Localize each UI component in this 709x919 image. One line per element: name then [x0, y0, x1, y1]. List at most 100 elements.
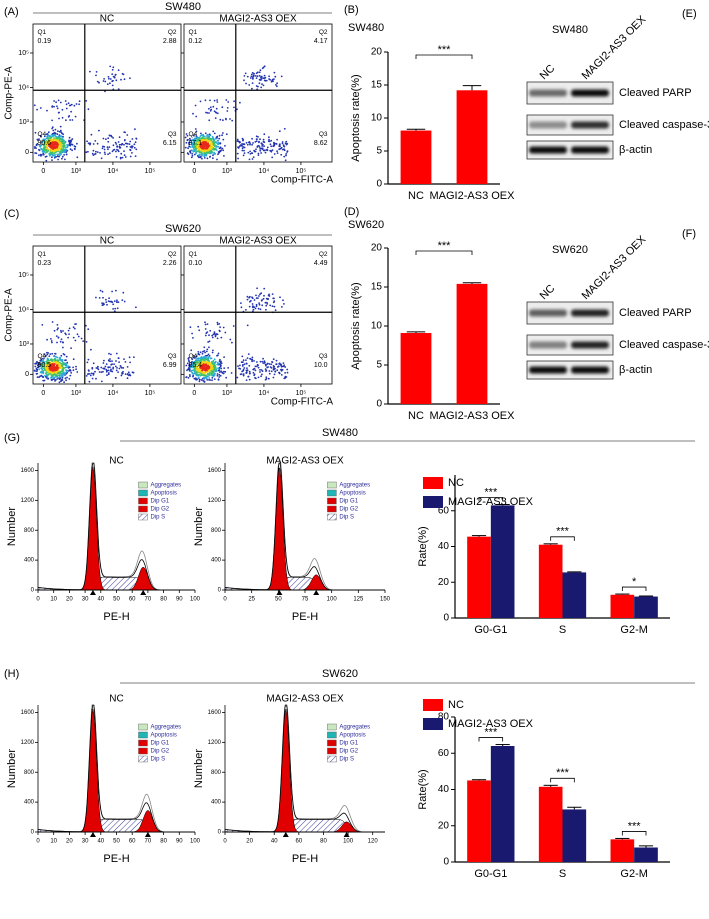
x-axis-label: Comp-FITC-A: [271, 175, 334, 186]
cell-dot: [67, 336, 69, 339]
cell-dot: [285, 154, 287, 157]
cell-dot: [279, 363, 282, 366]
cell-dot: [258, 78, 261, 81]
cell-dot: [46, 376, 49, 379]
cell-dot: [260, 292, 263, 295]
x-tick-label: 40: [97, 839, 104, 845]
cell-dot: [101, 304, 104, 307]
cell-dot: [123, 154, 126, 157]
y-axis-label: Number: [193, 507, 205, 546]
cell-dot: [263, 287, 266, 290]
cell-dot: [129, 361, 132, 364]
cell-dot: [209, 329, 212, 332]
cell-dot: [206, 137, 208, 140]
cell-dot: [236, 108, 238, 111]
cell-dot: [131, 152, 133, 154]
x-tick-label: 50: [113, 597, 120, 603]
cell-dot: [126, 142, 129, 145]
cell-dot: [73, 327, 76, 330]
cell-dot: [254, 75, 257, 77]
cell-dot: [260, 152, 262, 154]
bar: [400, 333, 432, 404]
cell-dot: [199, 135, 202, 138]
cell-dot: [78, 103, 80, 106]
cell-dot: [278, 130, 281, 133]
cell-dot: [56, 148, 59, 150]
cell-dot: [263, 133, 266, 136]
cell-dot: [264, 378, 267, 381]
y-tick-label: 10³: [19, 341, 30, 348]
cell-dot: [215, 107, 218, 110]
cell-dot: [255, 135, 258, 138]
cell-dot: [90, 133, 93, 136]
cell-dot: [262, 362, 265, 364]
cell-dot: [197, 325, 200, 328]
cell-dot: [249, 143, 251, 146]
cell-dot: [76, 156, 79, 159]
blot-band: [529, 341, 567, 349]
cell-dot: [127, 371, 130, 374]
cell-dot: [129, 148, 132, 151]
quadrant-name: Q2: [319, 29, 328, 36]
cell-dot: [251, 306, 254, 309]
cell-dot: [131, 371, 134, 374]
cell-dot: [226, 107, 229, 109]
quadrant-name: Q1: [188, 251, 197, 258]
cell-dot: [213, 99, 216, 102]
cell-dot: [55, 335, 58, 337]
cell-dot: [78, 100, 81, 103]
cell-dot: [64, 359, 66, 362]
cell-dot: [126, 134, 129, 136]
cell-dot: [236, 138, 239, 141]
x-tick-label: 10³: [222, 168, 233, 175]
cell-dot: [208, 112, 210, 114]
x-tick-label: 0: [41, 168, 45, 175]
y-tick-label: 5: [376, 146, 382, 157]
cell-dot: [129, 155, 132, 158]
cell-dot: [129, 374, 132, 377]
cell-dot: [187, 147, 190, 150]
cell-dot: [86, 361, 89, 364]
cell-dot: [124, 131, 126, 134]
cell-dot: [261, 67, 264, 70]
cell-dot: [53, 329, 56, 332]
cell-dot: [262, 357, 264, 360]
cell-dot: [52, 129, 55, 132]
cell-dot: [218, 376, 221, 378]
legend-label: Dip G2: [339, 507, 358, 513]
bar: [467, 780, 491, 862]
cell-dot: [34, 146, 36, 148]
cell-dot: [105, 363, 108, 365]
cell-dot: [110, 363, 113, 366]
cell-dot: [91, 366, 94, 369]
cell-dot: [205, 111, 207, 114]
cell-dot: [91, 377, 94, 380]
cell-dot: [212, 157, 214, 160]
cell-dot: [214, 372, 216, 375]
cell-dot: [283, 155, 286, 158]
cell-dot: [88, 380, 91, 383]
cell-dot: [42, 376, 44, 378]
cell-dot: [64, 372, 67, 374]
cell-dot: [94, 153, 96, 156]
cell-dot: [251, 71, 254, 74]
cell-dot: [273, 143, 276, 145]
y-tick-label: 10⁵: [18, 50, 29, 57]
histogram-curve: [224, 704, 385, 833]
cell-dot: [261, 373, 263, 376]
legend-swatch: [423, 699, 443, 711]
cell-dot: [245, 362, 248, 365]
y-tick-label: 10⁴: [18, 306, 29, 313]
cell-dot: [58, 130, 61, 133]
cell-dot: [276, 150, 278, 153]
cell-dot: [272, 367, 275, 369]
cell-dot: [98, 371, 101, 373]
cell-dot: [218, 360, 221, 362]
cell-dot: [113, 310, 116, 312]
cell-dot: [194, 128, 197, 130]
cell-dot: [256, 361, 258, 363]
cell-dot: [240, 302, 242, 304]
cell-dot: [270, 139, 273, 142]
cell-dot: [191, 358, 194, 360]
cell-dot: [51, 360, 53, 362]
